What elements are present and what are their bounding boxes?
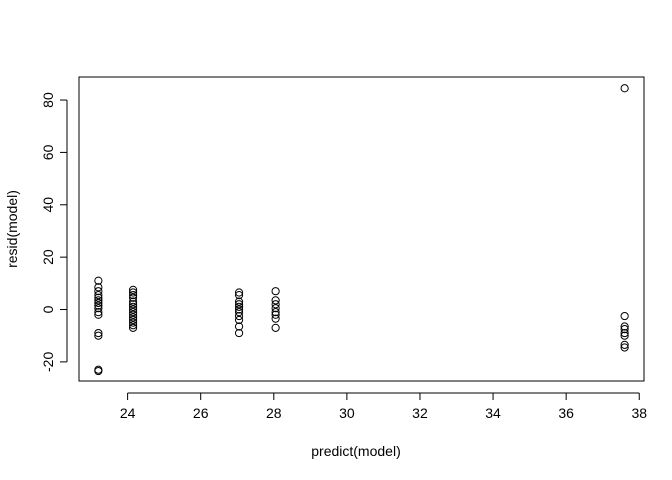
x-tick-label: 26 xyxy=(193,405,209,421)
x-tick-label: 34 xyxy=(485,405,501,421)
data-point xyxy=(94,276,103,285)
data-point xyxy=(234,328,244,338)
data-point xyxy=(128,321,138,330)
x-axis-title: predict(model) xyxy=(311,443,400,459)
data-point xyxy=(128,323,138,332)
data-point xyxy=(271,300,280,309)
data-point xyxy=(234,305,244,314)
data-points xyxy=(94,84,629,376)
data-point xyxy=(620,343,629,352)
data-point xyxy=(271,296,280,305)
x-tick-label: 24 xyxy=(120,405,136,421)
x-tick-label: 32 xyxy=(412,405,428,421)
data-point xyxy=(94,310,103,319)
data-point xyxy=(271,323,280,332)
x-axis: 24 26 28 30 32 34 36 38 xyxy=(120,392,647,421)
y-tick-label: 80 xyxy=(40,92,56,108)
data-point xyxy=(94,304,103,313)
data-point xyxy=(94,291,103,300)
y-axis: -20 0 20 40 60 80 xyxy=(40,92,68,372)
data-point xyxy=(94,308,103,317)
data-point xyxy=(94,293,103,302)
data-point xyxy=(94,287,103,296)
data-point xyxy=(271,314,280,323)
data-point xyxy=(128,313,138,322)
data-point xyxy=(620,325,629,334)
data-point xyxy=(234,300,244,309)
data-point xyxy=(234,311,244,321)
x-tick-label: 28 xyxy=(266,405,282,421)
data-point xyxy=(128,285,138,294)
data-point xyxy=(234,308,244,317)
y-tick-label: 0 xyxy=(40,305,56,313)
data-point xyxy=(234,297,244,306)
data-point xyxy=(234,322,244,331)
y-tick-label: 60 xyxy=(40,144,56,160)
data-point xyxy=(94,331,103,340)
data-point xyxy=(128,288,138,297)
data-point xyxy=(94,328,103,338)
data-point xyxy=(128,293,138,302)
y-tick-label: -20 xyxy=(40,352,56,372)
data-point xyxy=(234,288,244,297)
data-point xyxy=(94,283,103,292)
data-point xyxy=(271,308,280,317)
x-tick-label: 38 xyxy=(631,405,647,421)
data-point xyxy=(94,298,103,308)
data-point xyxy=(128,315,138,325)
data-point xyxy=(128,300,138,309)
data-point xyxy=(94,366,103,376)
data-point xyxy=(271,310,280,319)
data-point xyxy=(620,84,629,93)
data-point xyxy=(271,304,280,313)
data-point xyxy=(620,311,629,321)
data-point xyxy=(234,315,244,325)
data-point xyxy=(128,297,138,306)
plot-frame xyxy=(78,76,645,382)
data-point xyxy=(128,305,138,314)
data-point xyxy=(620,328,629,338)
x-tick-label: 30 xyxy=(339,405,355,421)
data-point xyxy=(128,302,138,311)
data-point xyxy=(620,322,629,331)
data-point xyxy=(128,318,138,327)
y-tick-label: 40 xyxy=(40,197,56,213)
data-point xyxy=(620,331,629,340)
data-point xyxy=(234,291,244,300)
y-tick-label: 20 xyxy=(40,249,56,265)
data-point xyxy=(128,310,138,319)
data-point xyxy=(128,291,138,300)
data-point xyxy=(128,308,138,317)
data-point xyxy=(234,302,244,311)
y-axis-title: resid(model) xyxy=(4,190,20,268)
data-point xyxy=(271,287,280,296)
data-point xyxy=(620,340,629,349)
data-point xyxy=(94,296,103,305)
data-point xyxy=(94,301,103,310)
x-tick-label: 36 xyxy=(558,405,574,421)
